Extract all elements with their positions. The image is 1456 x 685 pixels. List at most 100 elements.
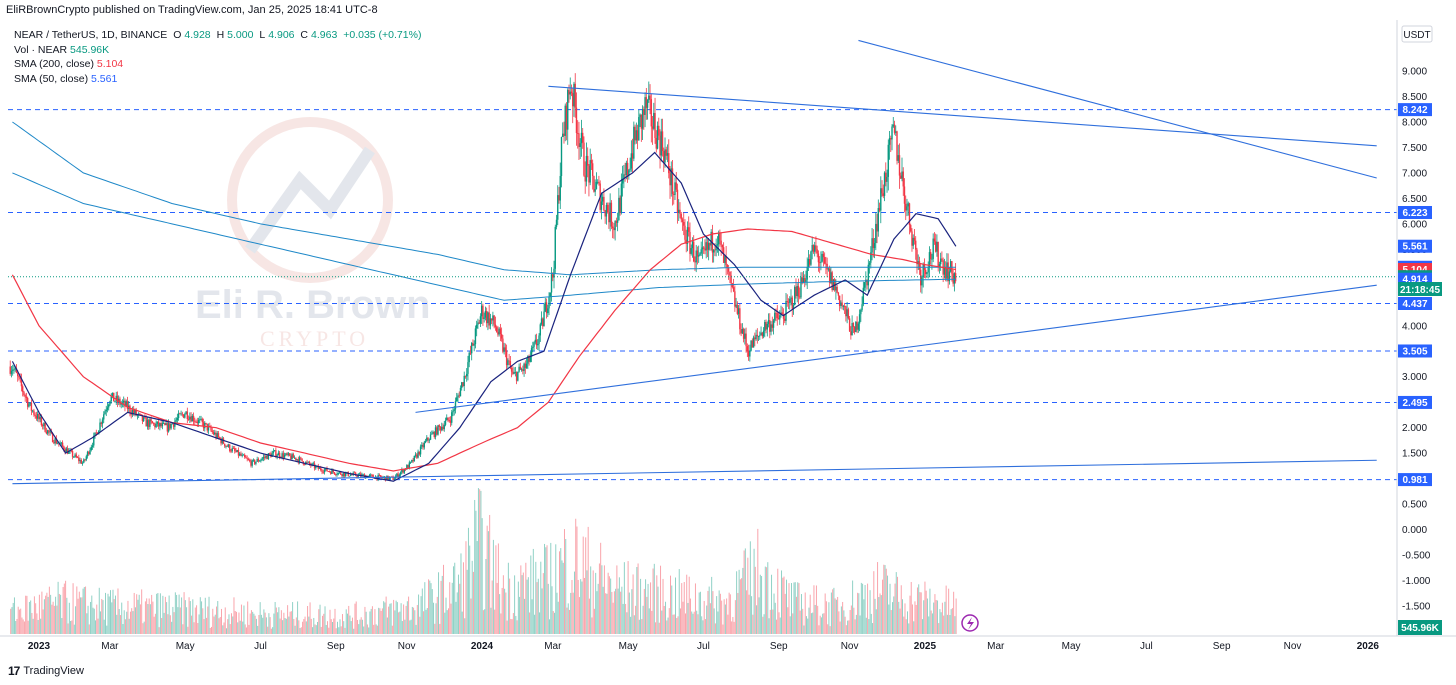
candle-body: [427, 437, 429, 440]
volume-bar: [674, 577, 676, 634]
volume-bar: [199, 597, 201, 634]
candle-body: [680, 214, 682, 220]
candle-body: [99, 422, 101, 431]
candle-body: [928, 252, 931, 268]
candle-body: [176, 418, 179, 421]
volume-bar: [731, 621, 733, 634]
volume-bar: [259, 602, 261, 634]
footer[interactable]: 17 TradingView: [8, 664, 84, 678]
candle-body: [643, 109, 645, 115]
candle-body: [853, 326, 856, 332]
legend-volume-row[interactable]: Vol · NEAR 545.96K: [14, 43, 424, 58]
candle-body: [36, 413, 39, 419]
candle-body: [446, 417, 448, 421]
legend-high-label: H: [216, 29, 225, 41]
candle-body: [883, 172, 886, 196]
volume-bar: [636, 567, 638, 634]
currency-button[interactable]: [1401, 25, 1433, 43]
candle-body: [813, 245, 816, 252]
volume-bar: [893, 596, 895, 634]
volume-bar: [486, 525, 488, 634]
volume-bar: [76, 586, 78, 634]
candle-body: [578, 133, 580, 147]
volume-bar: [183, 592, 185, 634]
candle-body: [63, 446, 65, 450]
candle-body: [735, 304, 737, 307]
candle-body: [327, 471, 329, 473]
volume-bar: [839, 621, 841, 634]
volume-bar: [411, 606, 413, 634]
volume-bar: [640, 578, 642, 634]
candle-body: [323, 469, 326, 473]
candle-body: [246, 458, 248, 460]
volume-bar: [112, 589, 114, 634]
volume-bar: [929, 588, 931, 634]
candle-body: [341, 474, 343, 477]
volume-bar: [736, 571, 738, 634]
candle-body: [628, 170, 630, 176]
countdown-text: 21:18:45: [1400, 285, 1440, 296]
time-axis[interactable]: 2023 Mar May Jul Sep Nov 2024 Mar May Jul Sep Nov 20…: [0, 635, 1456, 652]
volume-bar: [828, 602, 830, 634]
volume-bar: [356, 619, 358, 634]
volume-bar: [55, 596, 57, 634]
candle-body: [234, 448, 236, 451]
volume-bar: [92, 607, 94, 634]
candle-body: [797, 286, 800, 297]
volume-bar: [350, 621, 352, 634]
volume-bar: [769, 609, 771, 634]
legend-sma200-row[interactable]: SMA (200, close) 5.104: [14, 57, 424, 72]
volume-bar: [461, 611, 463, 634]
volume-bar: [290, 611, 292, 634]
candle-body: [23, 391, 25, 396]
candle-body: [636, 130, 639, 141]
volume-bar: [752, 614, 754, 634]
volume-bar: [805, 616, 807, 634]
volume-bar: [254, 615, 256, 634]
volume-bar: [395, 600, 397, 634]
candle-body: [826, 263, 828, 270]
volume-bar: [838, 611, 840, 634]
legend-sma50-row[interactable]: SMA (50, close) 5.561: [14, 72, 424, 87]
volume-bar: [892, 602, 894, 634]
candle-body: [790, 297, 792, 299]
candle-body: [172, 423, 175, 427]
volume-bar: [16, 618, 18, 634]
volume-bar: [809, 594, 811, 634]
candle-body: [217, 433, 220, 438]
volume-bar: [117, 588, 119, 634]
candle-body: [512, 371, 514, 374]
volume-bar: [878, 597, 880, 634]
candle-body: [840, 302, 842, 306]
candle-body: [633, 126, 635, 159]
candle-body: [863, 282, 866, 288]
volume-bar: [466, 569, 468, 634]
trend-line: [548, 85, 1377, 147]
candle-body: [514, 372, 517, 373]
candle-body: [855, 321, 857, 332]
legend-symbol-row[interactable]: NEAR / TetherUS, 1D, BINANCE O 4.928 H 5.0…: [14, 28, 424, 43]
lightning-icon[interactable]: [961, 614, 979, 632]
volume-bar: [906, 611, 908, 634]
volume-bar: [351, 617, 353, 634]
volume-bar: [766, 567, 768, 634]
volume-bar: [186, 607, 188, 634]
volume-bar: [70, 621, 72, 634]
candle-body: [697, 255, 700, 257]
price-tag: [1398, 473, 1432, 487]
volume-bar: [250, 610, 252, 634]
volume-bar: [901, 599, 903, 634]
volume-bar: [36, 613, 38, 634]
volume-bar: [258, 614, 260, 634]
volume-bar: [398, 612, 400, 634]
candle-body: [338, 472, 341, 474]
candle-body: [534, 339, 537, 343]
volume-bar: [606, 593, 608, 634]
candle-body: [547, 308, 549, 314]
candle-body: [544, 302, 546, 312]
volume-bar: [289, 611, 291, 634]
legend-high-value: 5.000: [227, 29, 254, 41]
volume-bar: [843, 610, 845, 634]
candle-body: [618, 197, 620, 221]
